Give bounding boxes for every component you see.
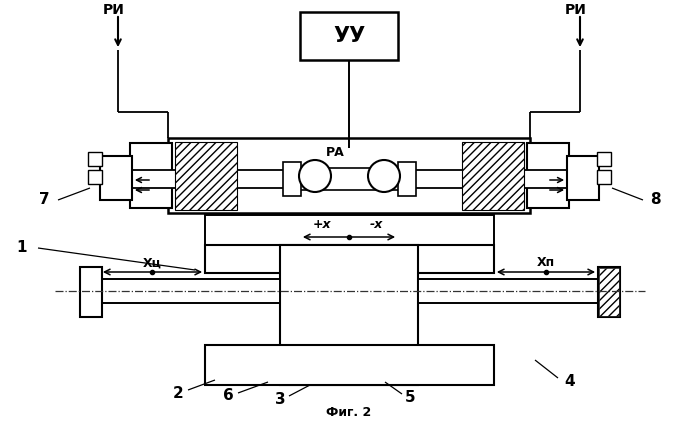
Bar bbox=[88, 170, 102, 184]
Bar bbox=[300, 12, 398, 60]
Text: 2: 2 bbox=[173, 386, 183, 400]
Circle shape bbox=[299, 160, 331, 192]
Circle shape bbox=[368, 160, 400, 192]
Bar bbox=[168, 138, 530, 213]
Bar bbox=[205, 245, 494, 273]
Bar bbox=[527, 143, 569, 208]
Bar bbox=[283, 162, 301, 196]
Bar bbox=[599, 268, 619, 316]
Bar bbox=[398, 162, 416, 196]
Bar bbox=[567, 156, 599, 200]
Text: Xп: Xп bbox=[537, 256, 555, 269]
Bar bbox=[205, 215, 494, 245]
Bar bbox=[100, 156, 132, 200]
Bar bbox=[462, 142, 524, 210]
Text: 5: 5 bbox=[405, 389, 415, 405]
Bar bbox=[280, 245, 418, 385]
Bar bbox=[598, 267, 620, 317]
Bar bbox=[130, 170, 305, 188]
Text: Фиг. 2: Фиг. 2 bbox=[326, 407, 372, 419]
Bar bbox=[418, 279, 598, 303]
Text: -x: -x bbox=[369, 218, 382, 232]
Text: РИ: РИ bbox=[565, 3, 587, 17]
Bar bbox=[130, 143, 172, 208]
Text: РИ: РИ bbox=[103, 3, 125, 17]
Text: 1: 1 bbox=[17, 240, 27, 256]
Text: Xц: Xц bbox=[143, 256, 161, 269]
Bar bbox=[597, 170, 611, 184]
Text: 3: 3 bbox=[275, 392, 285, 407]
Bar bbox=[394, 170, 569, 188]
Text: 7: 7 bbox=[38, 192, 50, 208]
Bar bbox=[289, 168, 409, 190]
Text: +x: +x bbox=[312, 218, 331, 232]
Text: УУ: УУ bbox=[333, 26, 365, 46]
Bar bbox=[205, 345, 494, 385]
Text: 4: 4 bbox=[565, 375, 575, 389]
Text: 8: 8 bbox=[649, 192, 661, 208]
Bar bbox=[80, 267, 102, 317]
Text: 6: 6 bbox=[222, 389, 233, 403]
Bar bbox=[100, 279, 280, 303]
Text: РА: РА bbox=[326, 146, 345, 158]
Bar bbox=[175, 142, 237, 210]
Bar bbox=[88, 152, 102, 166]
Bar bbox=[597, 152, 611, 166]
